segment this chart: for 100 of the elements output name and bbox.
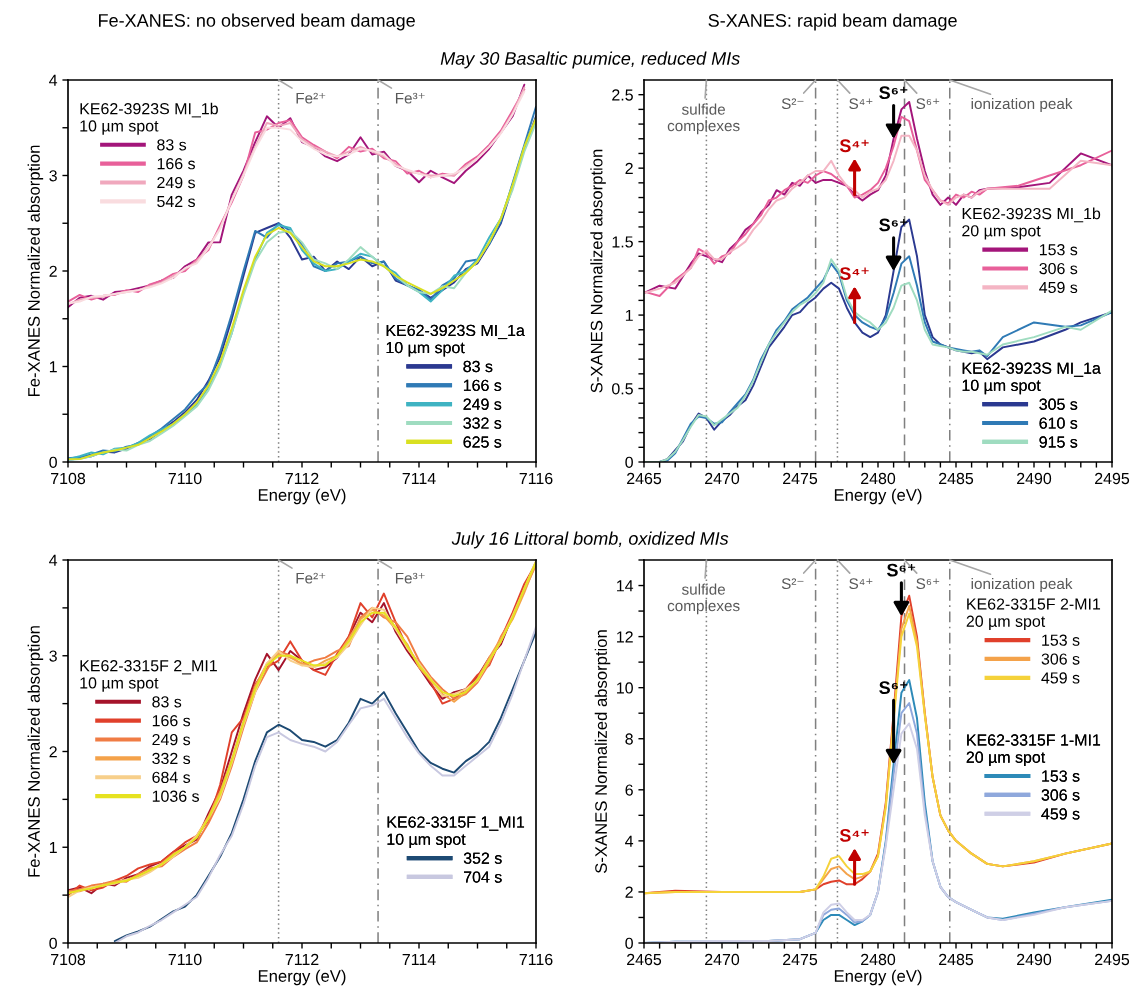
legend-label: 610 s [1039, 417, 1078, 429]
x-tick-label: 2495 [1095, 953, 1130, 966]
legend-label: 305 s [1039, 398, 1078, 410]
y-tick-label: 2 [625, 886, 633, 898]
chart-title: Fe-XANES: no observed beam damage [99, 13, 415, 31]
y-tick-label: 0 [625, 456, 633, 468]
ref-line-label: S⁶⁺ [916, 98, 940, 110]
y-tick-label: 6 [625, 784, 633, 796]
y-tick-label: 2 [625, 162, 633, 174]
legend-label: 542 s [157, 195, 195, 208]
ref-line-label: S⁴⁺ [849, 98, 873, 110]
x-tick-label: 2480 [861, 472, 896, 485]
legend-label: 684 s [152, 771, 191, 783]
legend-label: 459 s [1041, 672, 1080, 684]
x-tick-label: 2465 [627, 472, 662, 485]
x-tick-label: 2475 [783, 472, 818, 485]
ref-line-label: sulfide complexes [667, 103, 740, 135]
x-tick-label: 7110 [168, 472, 202, 485]
text: KE62-3315F 2-MI1 20 µm spot [966, 598, 1101, 631]
legend-label: 83 s [152, 696, 182, 708]
legend-label: 249 s [157, 176, 195, 189]
annotation: S⁴⁺ [839, 267, 869, 280]
text: KE62-3315F 1-MI1 20 µm spot [966, 734, 1101, 767]
text: KE62-3315F 2_MI1 10 µm spot [80, 660, 217, 692]
legend-label: 83 s [157, 139, 187, 151]
annotation: S⁶⁺ [879, 86, 908, 100]
chart-title: S-XANES: rapid beam damage [708, 13, 957, 31]
y-tick-label: 0 [625, 937, 633, 949]
ref-line-label: S²⁻ [781, 578, 804, 590]
text: KE62-3923S MI_1a 10 µm spot [962, 362, 1101, 395]
x-tick-label: 2490 [1017, 472, 1052, 485]
legend-label: 153 s [1042, 770, 1080, 782]
x-tick-label: 2495 [1095, 472, 1130, 485]
legend-label: 704 s [464, 871, 502, 883]
x-tick-label: 7110 [168, 953, 202, 966]
x-tick-label: 7112 [285, 472, 319, 484]
ref-line-label: ionization peak [971, 577, 1073, 593]
legend-label: 352 s [463, 852, 502, 864]
legend-label: 306 s [1041, 789, 1080, 801]
x-tick-label: 7114 [402, 473, 436, 484]
x-tick-label: 7108 [51, 472, 86, 485]
y-tick-label: 0 [49, 937, 57, 949]
annotation: S⁴⁺ [839, 139, 869, 153]
text: KE62-3923S MI_1b 20 µm spot [962, 207, 1101, 240]
ref-line-label: sulfide complexes [667, 583, 740, 615]
legend-label: 153 s [1042, 634, 1080, 646]
x-tick-label: 2490 [1017, 953, 1052, 966]
x-tick-label: 2470 [705, 472, 740, 485]
y-tick-label: 2 [49, 746, 57, 758]
y-tick-label: 12 [617, 631, 633, 643]
x-tick-label: 2480 [861, 953, 896, 966]
y-tick-label: 2 [49, 265, 57, 277]
annotation: S⁴⁺ [839, 829, 869, 842]
x-tick-label: 7116 [519, 953, 553, 966]
legend-label: 332 s [152, 752, 191, 765]
legend-label: 249 s [463, 398, 502, 410]
y-tick-label: 1 [625, 309, 633, 321]
y-tick-label: 4 [625, 835, 634, 847]
text: May 30 Basaltic pumice, reduced MIs [440, 51, 740, 69]
text: July 16 Littoral bomb, oxidized MIs [451, 531, 729, 549]
x-tick-label: 2470 [705, 953, 740, 966]
ref-line-label: Fe³⁺ [395, 572, 425, 584]
ref-line-label: Fe²⁺ [296, 92, 326, 104]
y-tick-label: 1.5 [612, 236, 633, 248]
x-tick-label: 7108 [51, 953, 86, 966]
x-tick-label: 2485 [939, 953, 974, 966]
y-tick-label: 2.5 [612, 89, 633, 101]
y-axis-title: S-XANES Normalized absorption [594, 630, 611, 874]
y-tick-label: 4 [49, 74, 58, 86]
y-tick-label: 3 [49, 650, 57, 662]
legend-label: 625 s [463, 436, 502, 448]
legend-label: 166 s [152, 715, 191, 727]
text: KE62-3923S MI_1b 10 µm spot [80, 102, 218, 135]
legend-label: 459 s [1039, 281, 1078, 294]
annotation: S⁶⁺ [886, 563, 916, 577]
y-tick-label: 8 [625, 733, 633, 745]
x-axis-title: Energy (eV) [834, 488, 922, 505]
x-axis-title: Energy (eV) [258, 969, 346, 986]
ref-line-label: ionization peak [971, 97, 1073, 113]
x-axis-title: Energy (eV) [834, 969, 922, 986]
y-axis-title: Fe-XANES Normalized absorption [27, 626, 44, 877]
text: KE62-3923S MI_1a 10 µm spot [386, 324, 525, 357]
ref-line-label: S⁴⁺ [849, 578, 873, 590]
x-tick-label: 2475 [783, 953, 818, 966]
x-axis-title: Energy (eV) [258, 488, 346, 505]
x-tick-label: 2465 [627, 953, 662, 966]
legend-label: 1036 s [152, 790, 199, 802]
y-tick-label: 0 [49, 456, 57, 468]
y-tick-label: 14 [617, 580, 634, 592]
x-tick-label: 7114 [402, 954, 436, 965]
text: KE62-3315F 1_MI1 10 µm spot [387, 816, 525, 849]
y-tick-label: 1 [49, 842, 57, 854]
x-tick-label: 7112 [285, 953, 319, 965]
legend-label: 83 s [463, 360, 493, 373]
legend-label: 915 s [1039, 436, 1078, 448]
y-axis-title: S-XANES Normalized absorption [590, 149, 606, 393]
y-axis-title: Fe-XANES Normalized absorption [27, 145, 44, 397]
legend-label: 166 s [157, 158, 195, 170]
y-tick-label: 1 [49, 361, 57, 373]
legend-label: 459 s [1041, 808, 1080, 820]
